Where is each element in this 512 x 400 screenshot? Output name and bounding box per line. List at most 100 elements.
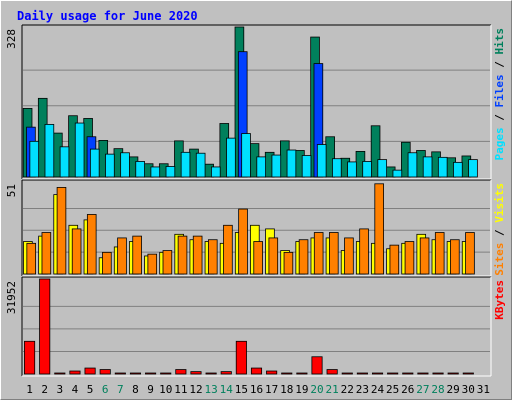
- bar-pages-day-16: [256, 156, 266, 178]
- x-tick-label-day-9: 9: [147, 383, 154, 396]
- side-legend: Pages / Files / Hits: [493, 28, 506, 161]
- x-tick-label-day-14: 14: [220, 383, 234, 396]
- bar-pages-day-12: [195, 152, 206, 178]
- bar-pages-day-25: [392, 169, 403, 178]
- x-tick-label-day-11: 11: [174, 383, 187, 396]
- chart-title: Daily usage for June 2020: [17, 9, 198, 23]
- bar-sites-day-4: [71, 228, 82, 275]
- bar-pages-day-29: [453, 161, 463, 178]
- bar-kbytes-day-4: [69, 370, 81, 375]
- bar-kbytes-day-2: [39, 278, 51, 375]
- bar-pages-day-26: [407, 152, 418, 178]
- y-max-label: 31952: [5, 281, 18, 314]
- bar-kbytes-day-11: [175, 369, 187, 375]
- panel-background: [22, 277, 491, 376]
- bar-kbytes-day-27: [417, 372, 429, 375]
- bar-sites-day-20: [313, 232, 324, 275]
- x-tick-label-day-28: 28: [431, 383, 444, 396]
- bar-kbytes-day-20: [311, 356, 323, 375]
- bar-sites-day-15: [238, 208, 248, 275]
- bar-pages-day-20: [316, 144, 327, 178]
- bar-kbytes-day-5: [84, 367, 96, 375]
- legend-sites: Sites: [493, 243, 506, 276]
- bar-kbytes-day-19: [296, 372, 308, 375]
- bar-sites-day-3: [56, 187, 67, 275]
- bar-pages-day-18: [286, 149, 297, 178]
- bar-sites-day-16: [253, 241, 263, 275]
- x-tick-label-day-31: 31: [477, 383, 490, 396]
- y-max-label: 51: [5, 184, 18, 197]
- bar-kbytes-day-13: [205, 372, 217, 375]
- bar-pages-day-22: [347, 161, 357, 178]
- legend-visits: Visits: [493, 183, 506, 223]
- bar-sites-day-29: [450, 239, 460, 275]
- legend-kbytes: KBytes: [493, 280, 506, 320]
- bar-pages-day-21: [332, 158, 342, 178]
- x-tick-label-day-12: 12: [189, 383, 202, 396]
- bar-sites-day-6: [102, 251, 112, 275]
- legend-separator: /: [493, 55, 506, 75]
- bar-kbytes-day-9: [145, 372, 157, 375]
- bar-kbytes-day-8: [129, 372, 142, 375]
- bar-kbytes-day-21: [326, 369, 338, 375]
- bar-kbytes-day-10: [160, 372, 172, 375]
- bar-kbytes-day-25: [387, 372, 399, 375]
- x-tick-label-day-18: 18: [280, 383, 293, 396]
- x-tick-label-day-3: 3: [57, 383, 64, 396]
- x-tick-label-day-27: 27: [416, 383, 429, 396]
- bar-kbytes-day-17: [266, 370, 278, 375]
- x-tick-label-day-16: 16: [250, 383, 263, 396]
- bar-kbytes-day-22: [341, 372, 353, 375]
- bar-sites-day-2: [41, 232, 52, 275]
- legend-separator: /: [493, 223, 506, 243]
- x-tick-label-day-30: 30: [462, 383, 475, 396]
- x-tick-label-day-26: 26: [401, 383, 414, 396]
- x-tick-label-day-10: 10: [159, 383, 172, 396]
- bar-sites-day-26: [404, 241, 415, 275]
- bar-kbytes-day-3: [54, 372, 66, 375]
- bar-sites-day-27: [419, 237, 430, 275]
- bar-pages-day-3: [59, 146, 70, 178]
- bar-sites-day-25: [389, 244, 400, 275]
- bar-sites-day-24: [374, 183, 384, 275]
- x-tick-label-day-5: 5: [87, 383, 94, 396]
- bar-kbytes-day-15: [235, 340, 247, 375]
- bar-sites-day-28: [434, 232, 445, 275]
- bar-pages-day-4: [74, 122, 85, 178]
- bar-pages-day-1: [29, 140, 40, 178]
- bar-sites-day-13: [207, 239, 218, 275]
- bar-pages-day-24: [377, 159, 388, 178]
- x-tick-label-day-8: 8: [132, 383, 139, 396]
- bar-pages-day-13: [211, 166, 221, 178]
- bar-kbytes-day-1: [24, 340, 36, 375]
- bar-sites-day-18: [283, 251, 294, 275]
- bar-pages-day-8: [135, 161, 145, 178]
- bar-sites-day-23: [359, 228, 369, 275]
- bar-sites-day-8: [132, 235, 142, 275]
- x-tick-label-day-2: 2: [41, 383, 48, 396]
- x-tick-label-day-20: 20: [310, 383, 323, 396]
- x-tick-label-day-7: 7: [117, 383, 124, 396]
- bar-kbytes-day-18: [281, 372, 293, 375]
- bar-kbytes-day-23: [356, 372, 368, 375]
- x-tick-label-day-29: 29: [447, 383, 460, 396]
- bar-kbytes-day-7: [114, 372, 126, 375]
- x-tick-label-day-17: 17: [265, 383, 278, 396]
- bar-kbytes-day-30: [462, 372, 474, 375]
- bar-sites-day-12: [192, 235, 203, 275]
- bar-pages-day-6: [105, 153, 115, 178]
- bar-kbytes-day-26: [402, 372, 414, 375]
- x-tick-label-day-15: 15: [235, 383, 248, 396]
- y-max-label: 328: [5, 29, 18, 49]
- bar-kbytes-day-29: [447, 372, 459, 375]
- x-tick-label-day-4: 4: [72, 383, 79, 396]
- x-tick-label-day-13: 13: [204, 383, 217, 396]
- bar-sites-day-14: [223, 224, 233, 275]
- panel-hits-files-pages: 328 Pages / Files / Hits: [5, 24, 506, 180]
- legend-pages: Pages: [493, 127, 506, 160]
- bar-sites-day-22: [344, 237, 354, 275]
- x-tick-label-day-21: 21: [326, 383, 339, 396]
- bar-pages-day-10: [165, 166, 176, 178]
- x-tick-label-day-1: 1: [26, 383, 33, 396]
- bar-hits-day-24: [370, 125, 381, 178]
